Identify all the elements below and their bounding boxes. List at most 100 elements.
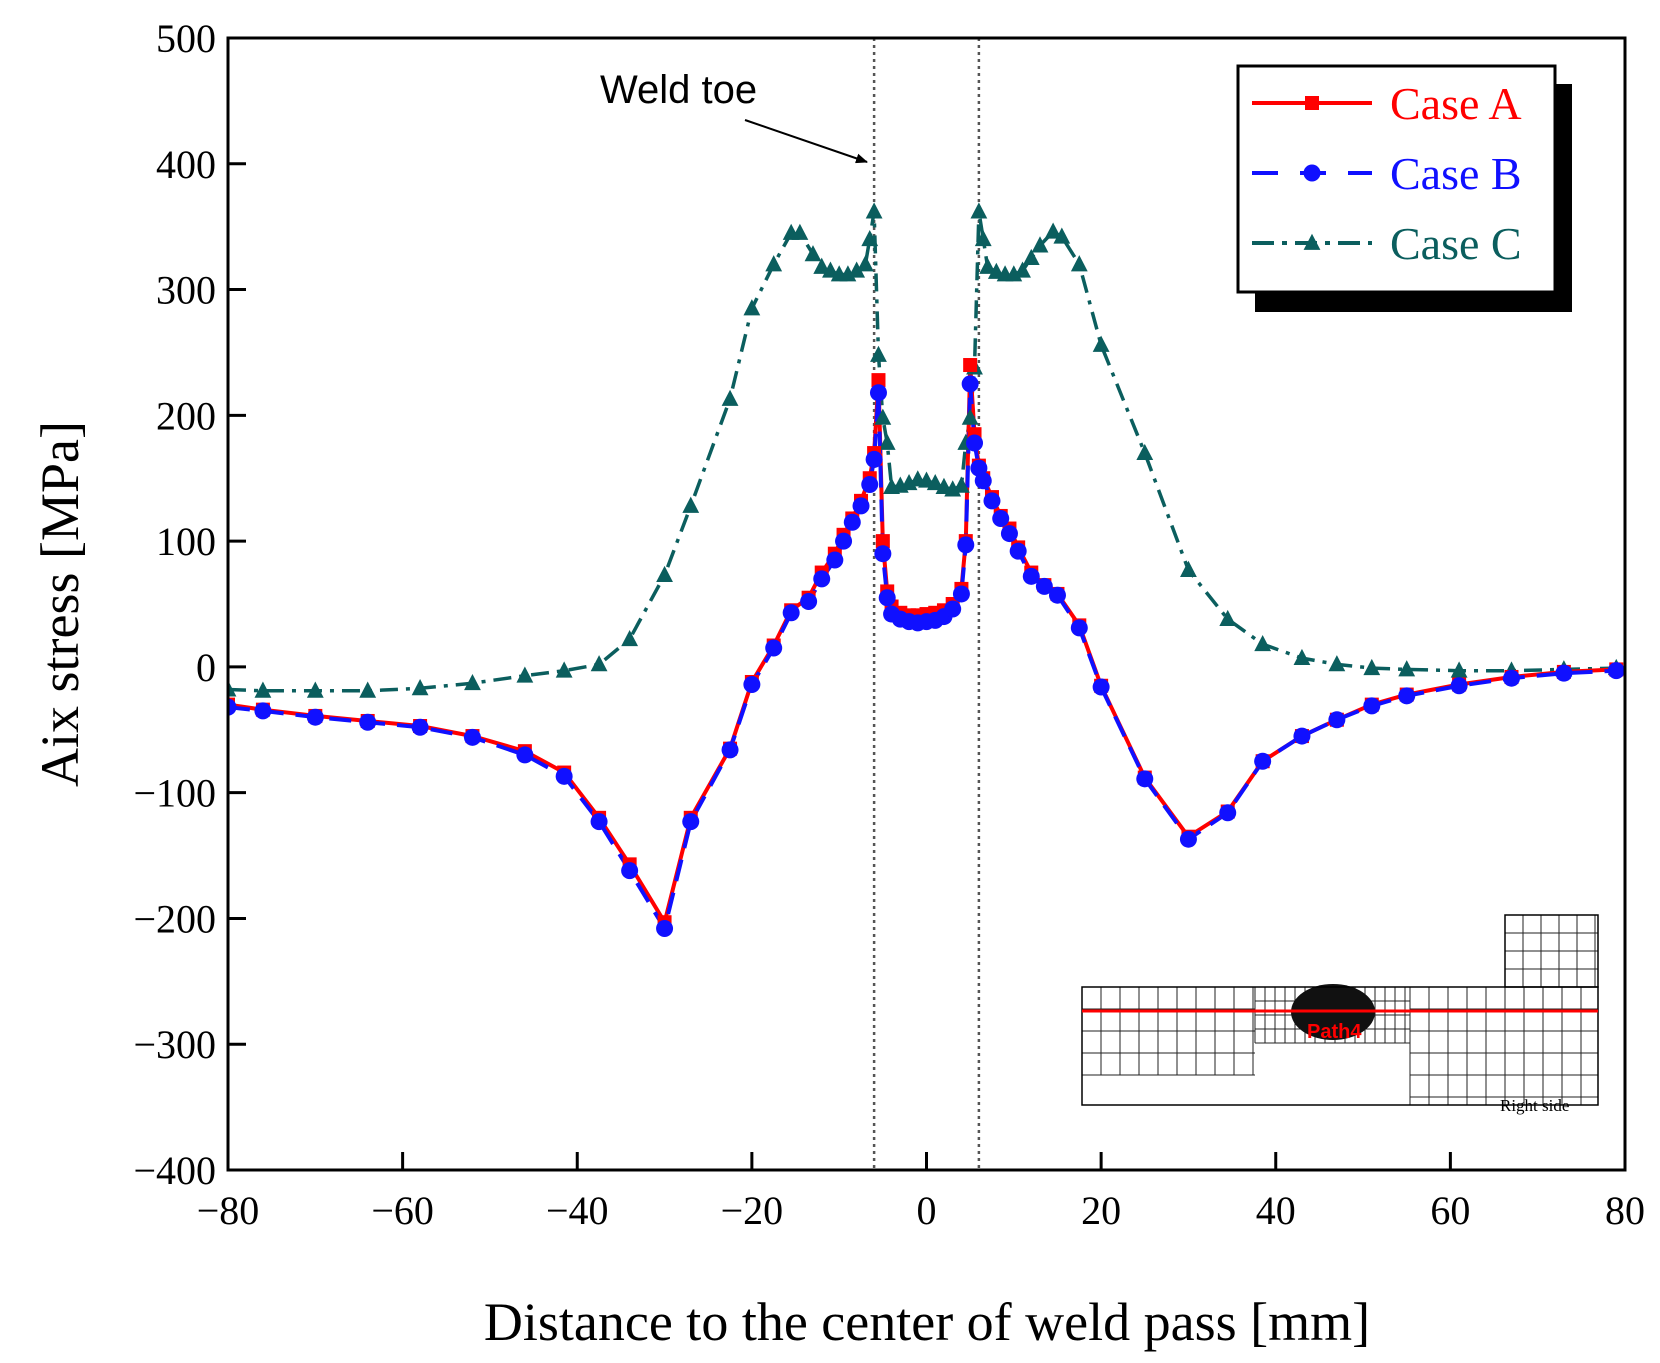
y-tick-label: 200 — [156, 393, 216, 438]
point-case-b — [1502, 669, 1520, 687]
point-case-b — [359, 713, 377, 731]
point-case-b — [1022, 567, 1040, 585]
point-case-c — [1092, 335, 1110, 352]
point-case-b — [944, 600, 962, 618]
point-case-b — [1555, 664, 1573, 682]
point-case-b — [228, 698, 237, 716]
point-case-c — [953, 476, 970, 493]
point-case-c — [878, 433, 896, 450]
point-case-c — [1328, 655, 1346, 672]
y-tick-label: 0 — [196, 645, 216, 690]
point-case-c — [516, 666, 534, 683]
point-case-c — [1136, 443, 1154, 460]
y-tick-label: 300 — [156, 268, 216, 313]
point-case-c — [1070, 255, 1088, 272]
point-case-c — [813, 257, 831, 274]
point-case-b — [411, 718, 429, 736]
point-case-c — [359, 681, 377, 698]
y-tick-label: −200 — [133, 896, 216, 941]
point-case-b — [1254, 752, 1272, 770]
point-case-b — [782, 604, 800, 622]
point-case-c — [1219, 609, 1237, 627]
weld-toe-annotation: Weld toe — [600, 68, 868, 164]
point-case-c — [306, 681, 324, 698]
point-case-c — [590, 655, 608, 672]
point-case-b — [966, 434, 984, 452]
x-tick-label: −40 — [546, 1188, 609, 1233]
weld-toe-label: Weld toe — [600, 68, 757, 112]
point-case-b — [878, 589, 896, 607]
point-case-b — [621, 862, 639, 880]
right-side-label: Right side — [1500, 1096, 1569, 1115]
legend-marker-case-c — [1303, 233, 1321, 250]
point-case-c — [656, 565, 673, 583]
point-case-b — [463, 728, 481, 746]
point-case-b — [983, 492, 1001, 510]
point-case-b — [961, 375, 979, 393]
point-case-b — [974, 472, 992, 490]
x-tick-label: 0 — [917, 1188, 937, 1233]
point-case-b — [1607, 662, 1625, 680]
point-case-c — [848, 261, 866, 278]
point-case-b — [957, 536, 975, 554]
point-case-b — [1070, 619, 1088, 637]
point-case-b — [874, 545, 892, 563]
point-case-b — [1136, 770, 1154, 788]
point-case-c — [1180, 560, 1197, 577]
point-case-c — [555, 661, 573, 678]
y-tick-label: −300 — [133, 1022, 216, 1067]
legend-label-case-c: Case C — [1390, 218, 1522, 269]
point-case-c — [1363, 658, 1381, 676]
point-case-c — [926, 474, 944, 491]
point-case-c — [856, 255, 874, 272]
point-case-b — [743, 675, 761, 693]
x-tick-label: 40 — [1256, 1188, 1296, 1233]
y-axis-title: Aix stress [MPa] — [30, 421, 90, 787]
point-case-c — [1254, 635, 1272, 652]
x-tick-label: 20 — [1081, 1188, 1121, 1233]
point-case-c — [1022, 248, 1040, 266]
point-case-c — [1398, 660, 1416, 677]
x-axis-title: Distance to the center of weld pass [mm] — [484, 1292, 1370, 1352]
point-case-b — [865, 450, 883, 468]
point-case-c — [970, 202, 988, 219]
point-case-c — [974, 230, 992, 247]
point-case-b — [1293, 727, 1311, 745]
point-case-c — [979, 257, 997, 274]
x-tick-label: 80 — [1605, 1188, 1645, 1233]
point-case-b — [1000, 525, 1018, 543]
point-case-a — [963, 358, 978, 373]
point-case-b — [843, 513, 861, 531]
series-markers — [228, 202, 1625, 938]
series-line-case-c — [228, 209, 1617, 693]
point-case-b — [1009, 542, 1027, 560]
legend: Case A Case B Case C — [1236, 64, 1572, 312]
point-case-b — [1092, 678, 1110, 696]
point-case-b — [1450, 677, 1468, 695]
point-case-c — [874, 408, 892, 425]
point-case-b — [1398, 687, 1416, 705]
point-case-c — [861, 230, 879, 247]
path4-label: Path4 — [1307, 1021, 1362, 1043]
legend-label-case-b: Case B — [1390, 148, 1522, 199]
y-tick-label: −100 — [133, 771, 216, 816]
mesh-grid — [1081, 914, 1599, 1106]
point-case-b — [254, 702, 272, 720]
legend-marker-case-b — [1303, 164, 1321, 182]
y-tick-label: 100 — [156, 519, 216, 564]
point-case-b — [1179, 830, 1197, 848]
point-case-b — [835, 532, 853, 550]
series-lines — [228, 209, 1617, 931]
point-case-c — [721, 389, 739, 406]
weld-toe-arrow — [744, 119, 868, 164]
mesh-outline — [1081, 986, 1599, 1106]
point-case-c — [865, 202, 883, 219]
x-tick-label: −80 — [197, 1188, 260, 1233]
point-case-b — [1328, 711, 1346, 729]
y-tick-label: −400 — [133, 1148, 216, 1193]
point-case-a — [871, 373, 886, 388]
x-tick-label: 60 — [1430, 1188, 1470, 1233]
point-case-b — [800, 592, 818, 610]
point-case-c — [765, 255, 783, 272]
point-case-c — [1031, 236, 1049, 253]
